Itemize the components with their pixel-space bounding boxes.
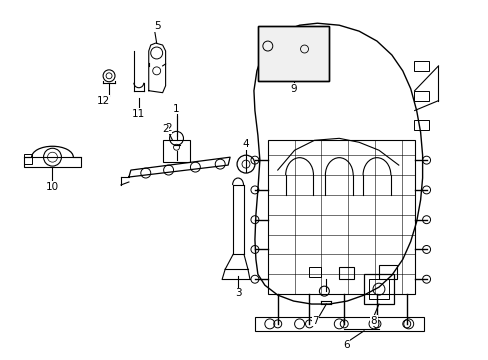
Text: 6: 6	[342, 340, 349, 350]
Text: 11: 11	[132, 108, 145, 118]
Bar	[364, 274, 393, 304]
Text: 4: 4	[242, 139, 249, 149]
Text: 12: 12	[96, 96, 109, 105]
Bar	[163, 140, 190, 162]
Bar	[413, 91, 427, 100]
Text: 2: 2	[162, 125, 168, 134]
Text: 8: 8	[370, 316, 377, 326]
Text: 2: 2	[165, 123, 172, 134]
Text: 1: 1	[173, 104, 180, 113]
Bar	[24, 157, 81, 167]
Bar	[368, 279, 388, 299]
Bar	[378, 265, 396, 279]
Bar	[257, 26, 328, 81]
Bar	[413, 61, 427, 71]
Bar	[267, 140, 414, 294]
Text: 3: 3	[234, 288, 241, 298]
Text: 10: 10	[46, 182, 59, 192]
Bar	[309, 267, 321, 277]
Text: 1: 1	[173, 104, 180, 113]
Text: 5: 5	[154, 21, 161, 31]
Bar	[413, 121, 427, 130]
Bar	[254, 317, 423, 331]
Bar	[24, 154, 32, 164]
Bar	[257, 26, 328, 81]
Bar	[339, 267, 353, 279]
Text: 9: 9	[290, 84, 296, 94]
Text: 7: 7	[311, 316, 318, 326]
